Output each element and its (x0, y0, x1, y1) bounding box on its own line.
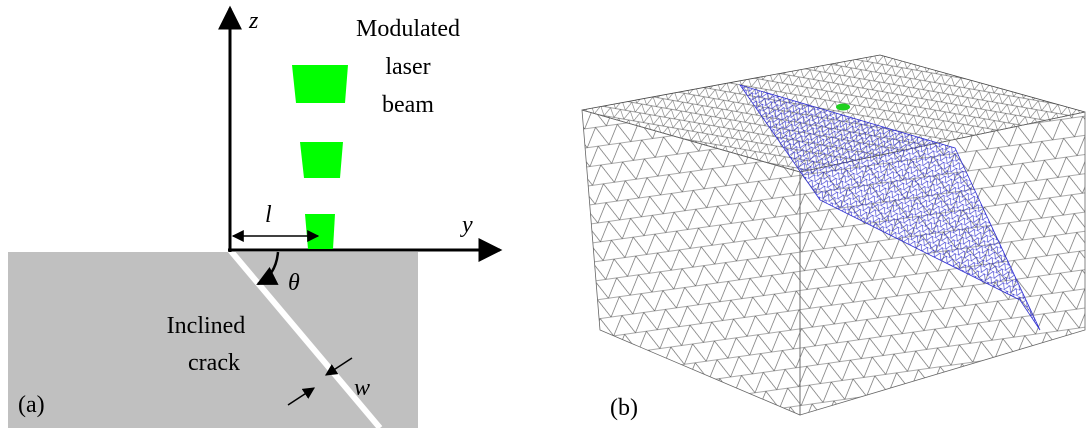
panel-b: (b) (582, 55, 1085, 421)
crack-label: Inclined (167, 313, 246, 339)
distance-label: l (265, 202, 272, 228)
page: {"panel_a": {"label": "(a)", "z_axis": "… (0, 0, 1089, 428)
z-label: z (248, 8, 259, 34)
panel-label: (b) (610, 395, 638, 421)
figure: z y Modulated laser beam l θ Inclined cr… (0, 0, 1089, 428)
beam-label: Modulated (356, 16, 460, 42)
angle-label: θ (288, 270, 300, 296)
beam-pulse (300, 142, 343, 178)
width-label: w (354, 375, 370, 401)
beam-label: beam (382, 92, 434, 118)
panel-label: (a) (18, 392, 45, 418)
laser-spot (836, 104, 850, 111)
beam-pulse (305, 214, 335, 249)
beam-pulse (292, 65, 348, 103)
beam-label: laser (385, 54, 430, 80)
panel-a: z y Modulated laser beam l θ Inclined cr… (8, 8, 500, 428)
crack-label: crack (188, 350, 240, 376)
y-label: y (460, 212, 473, 238)
